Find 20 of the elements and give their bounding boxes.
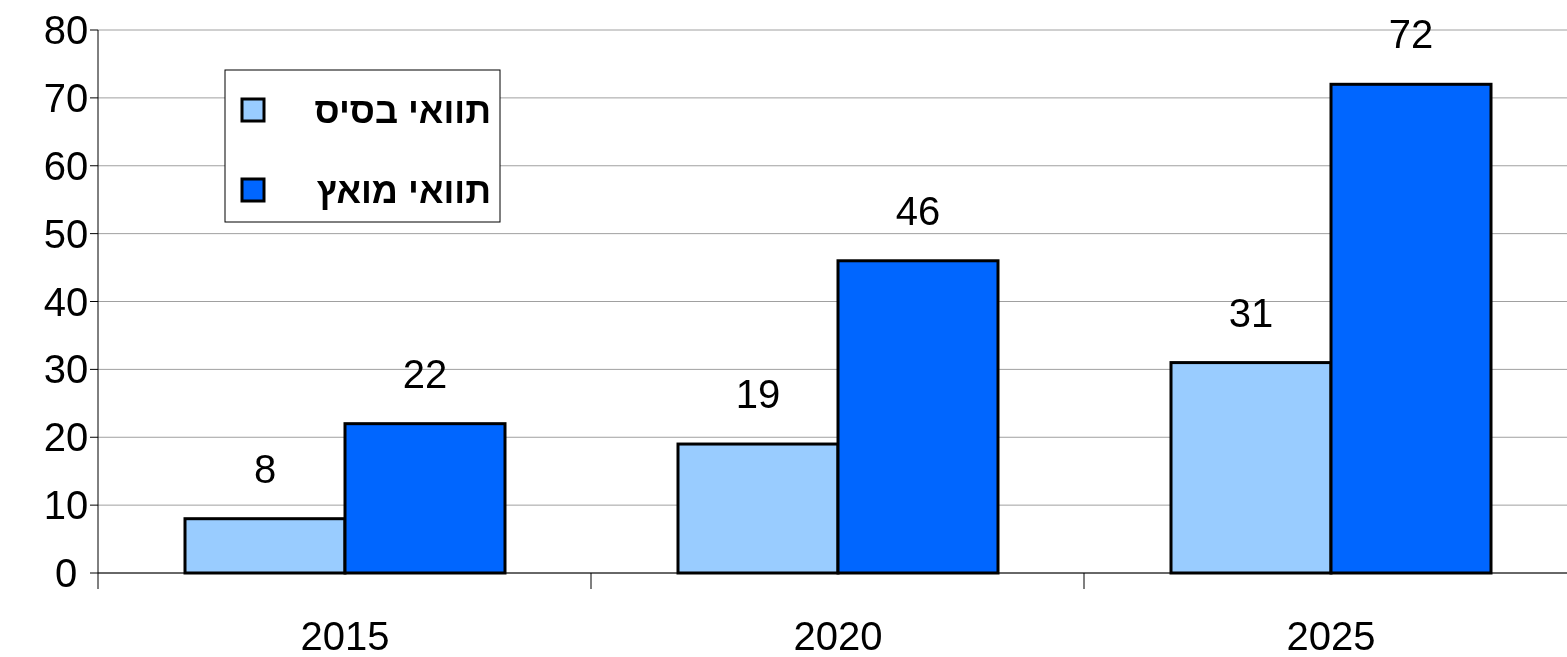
- y-tick-label: 50: [43, 211, 89, 256]
- y-tick-label: 80: [43, 8, 89, 52]
- x-tick-label: 2020: [793, 614, 883, 657]
- data-label: 31: [1228, 290, 1274, 335]
- data-label: 8: [253, 446, 277, 491]
- y-tick-label: 20: [43, 415, 89, 460]
- data-label: 22: [402, 351, 448, 396]
- y-tick-label: 10: [43, 483, 89, 528]
- x-tick-label: 2025: [1286, 614, 1376, 657]
- data-label: 46: [895, 188, 941, 233]
- legend-label: תוואי בסיס: [314, 90, 491, 131]
- y-tick-label: 0: [54, 551, 78, 595]
- legend-label: תוואי מואץ: [316, 170, 491, 211]
- y-tick-label: 60: [43, 143, 89, 188]
- data-label: 19: [735, 372, 781, 417]
- y-tick-label: 70: [43, 75, 89, 120]
- x-tick-label: 2015: [300, 614, 390, 657]
- y-tick-label: 30: [43, 347, 89, 392]
- y-tick-label: 40: [43, 279, 89, 324]
- data-label: 72: [1388, 12, 1434, 57]
